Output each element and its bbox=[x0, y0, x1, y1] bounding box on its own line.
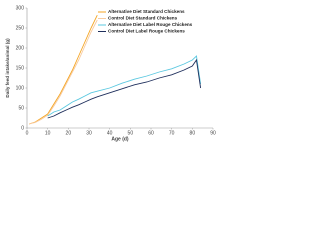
x-tick-label: 20 bbox=[66, 130, 72, 136]
x-axis-label: Age (d) bbox=[111, 136, 129, 142]
x-tick-label: 70 bbox=[169, 130, 175, 136]
legend-label: Control Diet Label Rouge Chickens bbox=[108, 29, 185, 34]
x-tick-label: 50 bbox=[128, 130, 134, 136]
x-tick-label: 40 bbox=[107, 130, 113, 136]
y-tick-label: 0 bbox=[21, 125, 24, 131]
y-axis-label: Daily feed intake/animal (g) bbox=[5, 38, 10, 98]
y-tick-label: 100 bbox=[16, 85, 25, 91]
chart: Daily feed intake/animal (g) Age (d) 0 50… bbox=[5, 5, 216, 142]
y-tick-label: 200 bbox=[16, 45, 25, 51]
y-tick-label: 300 bbox=[16, 5, 25, 11]
x-tick-label: 0 bbox=[26, 130, 29, 136]
y-tick-label: 250 bbox=[16, 25, 25, 31]
series-line bbox=[47, 58, 202, 119]
y-tick-label: 50 bbox=[18, 105, 24, 111]
series-line bbox=[28, 15, 98, 125]
legend-label: Alternative Diet Label Rouge Chickens bbox=[108, 22, 193, 27]
x-tick-label: 30 bbox=[86, 130, 92, 136]
x-tick-label: 90 bbox=[210, 130, 216, 136]
series-line bbox=[47, 55, 202, 117]
x-tick-label: 10 bbox=[45, 130, 51, 136]
series-line bbox=[28, 19, 98, 125]
legend-label: Alternative Diet Standard Chickens bbox=[108, 9, 185, 14]
legend-label: Control Diet Standard Chickens bbox=[108, 16, 178, 21]
page: Daily feed intake/animal (g) Age (d) 0 50… bbox=[5, 5, 216, 143]
x-tick-label: 60 bbox=[148, 130, 154, 136]
x-tick-label: 80 bbox=[190, 130, 196, 136]
y-tick-label: 150 bbox=[16, 65, 25, 71]
